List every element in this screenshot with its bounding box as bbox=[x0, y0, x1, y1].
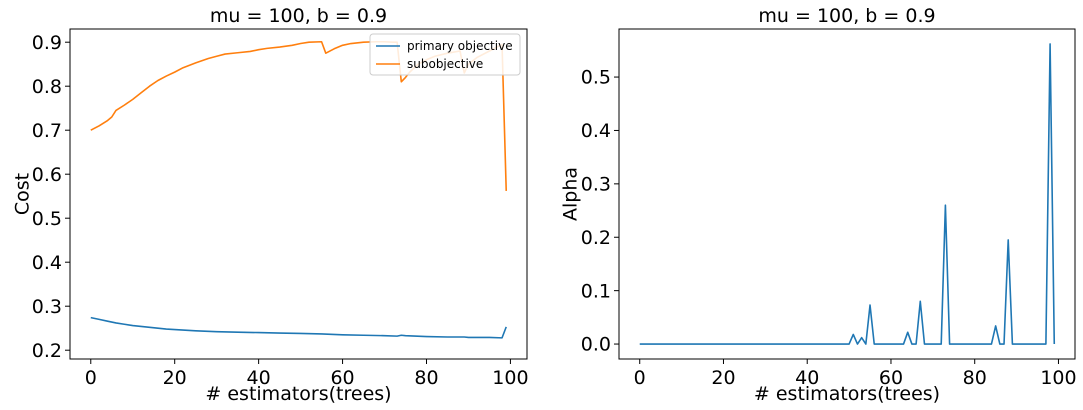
cost-ticks: 0 20 40 60 80 100 0.2 0.3 0.4 0.5 0.6 0.7 0.8 0.9 bbox=[32, 32, 529, 389]
cost-y-tick-label: 0.8 bbox=[32, 76, 62, 98]
legend-label-subobjective: subobjective bbox=[407, 57, 483, 71]
alpha-y-tick-label: 0.5 bbox=[581, 67, 611, 89]
legend: primary objective subobjective bbox=[369, 33, 521, 76]
cost-x-tick-label: 100 bbox=[492, 367, 528, 389]
cost-x-tick-label: 80 bbox=[414, 367, 438, 389]
alpha-y-tick-label: 0.2 bbox=[581, 227, 611, 249]
alpha-x-tick-label: 40 bbox=[795, 367, 819, 389]
alpha-x-tick-label: 80 bbox=[963, 367, 987, 389]
legend-box bbox=[369, 33, 521, 76]
cost-x-tick-label: 60 bbox=[330, 367, 354, 389]
cost-y-tick-label: 0.5 bbox=[32, 208, 62, 230]
alpha-x-tick-label: 60 bbox=[879, 367, 903, 389]
alpha-x-tick-label: 20 bbox=[711, 367, 735, 389]
alpha-y-tick-label: 0.1 bbox=[581, 280, 611, 302]
cost-series-line-primary-objective bbox=[90, 316, 507, 339]
legend-label-primary-objective: primary objective bbox=[407, 39, 513, 53]
alpha-chart-title: mu = 100, b = 0.9 bbox=[758, 5, 935, 27]
cost-y-tick-label: 0.9 bbox=[32, 32, 62, 54]
cost-axes-frame bbox=[69, 28, 528, 360]
alpha-y-tick-label: 0.0 bbox=[581, 334, 611, 356]
cost-y-tick-label: 0.7 bbox=[32, 120, 62, 142]
alpha-ticks: 0 20 40 60 80 100 0.0 0.1 0.2 0.3 0.4 0.5 bbox=[581, 67, 1077, 389]
cost-x-tick-label: 20 bbox=[163, 367, 187, 389]
cost-y-tick-label: 0.4 bbox=[32, 252, 62, 274]
alpha-x-tick-label: 100 bbox=[1040, 367, 1076, 389]
alpha-x-axis-label: # estimators(trees) bbox=[754, 383, 940, 405]
alpha-plot-area bbox=[639, 43, 1056, 345]
alpha-chart-panel: 0 20 40 60 80 100 0.0 0.1 0.2 0.3 0.4 0.5 mu = 100,… bbox=[560, 5, 1077, 405]
cost-x-axis-label: # estimators(trees) bbox=[205, 383, 391, 405]
alpha-y-tick-label: 0.4 bbox=[581, 120, 611, 142]
cost-y-tick-label: 0.2 bbox=[32, 340, 62, 362]
cost-y-axis-label: Cost bbox=[12, 173, 34, 215]
alpha-x-tick-label: 0 bbox=[634, 367, 646, 389]
cost-y-tick-label: 0.3 bbox=[32, 296, 62, 318]
alpha-axes-frame bbox=[618, 28, 1076, 360]
cost-chart-panel: 0 20 40 60 80 100 0.2 0.3 0.4 0.5 0.6 0.7 0.8 0.9 mu … bbox=[12, 5, 529, 405]
cost-x-tick-label: 0 bbox=[85, 367, 97, 389]
alpha-series-line-series-0 bbox=[639, 43, 1056, 345]
cost-x-tick-label: 40 bbox=[247, 367, 271, 389]
alpha-y-axis-label: Alpha bbox=[560, 167, 582, 221]
cost-y-tick-label: 0.6 bbox=[32, 164, 62, 186]
cost-chart-title: mu = 100, b = 0.9 bbox=[210, 5, 387, 27]
alpha-y-tick-label: 0.3 bbox=[581, 174, 611, 196]
